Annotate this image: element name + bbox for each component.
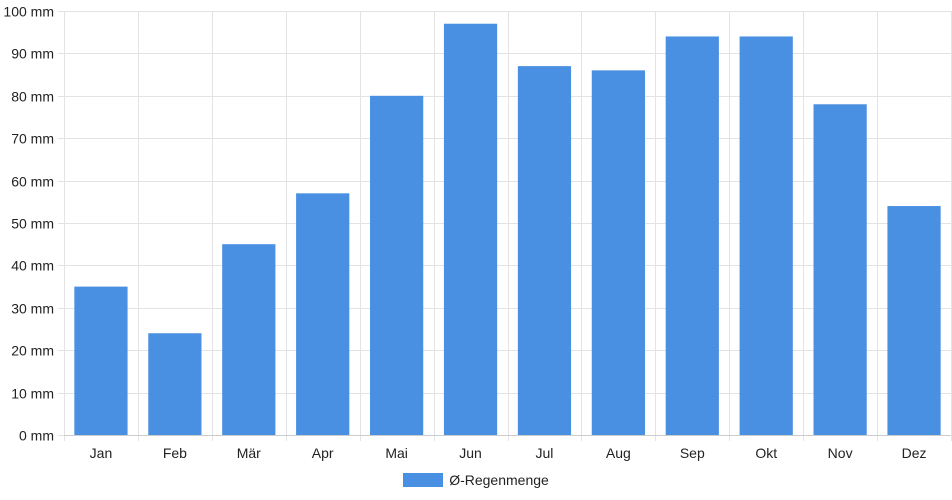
bar-jan [74,286,128,435]
y-tick-label: 80 mm [11,89,54,105]
x-tick-label: Dez [902,445,927,461]
x-tick-label: Aug [606,445,631,461]
y-tick-label: 30 mm [11,301,54,317]
x-tick-label: Sep [680,445,705,461]
x-tick-label: Feb [163,445,187,461]
y-tick-label: 70 mm [11,131,54,147]
x-tick-label: Nov [828,445,853,461]
legend[interactable]: Ø-Regenmenge [0,472,952,488]
y-tick-label: 50 mm [11,216,54,232]
x-tick-label: Jun [459,445,482,461]
bar-feb [148,333,202,435]
x-tick-label: Okt [755,445,777,461]
bar-sep [665,36,719,435]
bar-nov [813,104,867,435]
bar-mär [222,244,276,435]
x-tick-label: Jul [536,445,554,461]
bar-aug [591,70,645,436]
x-tick-label: Mär [237,445,261,461]
legend-swatch [403,473,444,487]
x-tick-label: Mai [385,445,408,461]
bar-apr [296,193,350,435]
bar-mai [370,95,424,436]
y-tick-label: 90 mm [11,46,54,62]
y-tick-label: 20 mm [11,343,54,359]
bar-okt [739,36,793,435]
x-tick-label: Apr [312,445,334,461]
legend-label: Ø-Regenmenge [449,472,549,488]
bar-dez [887,206,941,435]
x-tick-label: Jan [90,445,113,461]
y-tick-label: 0 mm [19,428,54,444]
y-tick-label: 10 mm [11,386,54,402]
bar-jul [517,66,572,436]
y-tick-label: 100 mm [3,4,54,20]
bar-jun [443,23,498,435]
y-tick-label: 40 mm [11,258,54,274]
y-tick-label: 60 mm [11,174,54,190]
